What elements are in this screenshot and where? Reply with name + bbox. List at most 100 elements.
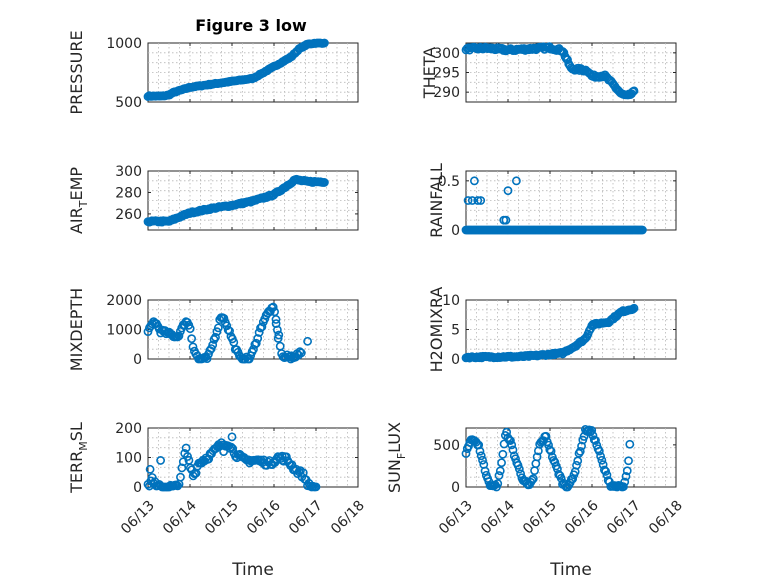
data-point [620,477,630,487]
data-point [558,47,568,56]
data-point [494,471,504,480]
data-point [493,479,503,488]
x-tick-label: 06/16 [244,498,284,538]
data-point [545,445,555,455]
data-point [319,178,329,187]
x-tick-label: 06/14 [478,498,518,538]
data-point [225,326,234,336]
axes-terr-msl: 0 100 200 06/13 06/14 06/15 06/16 06/17 06/18 Tim… [67,421,368,580]
data-point [501,215,511,225]
data-point [271,319,281,328]
figure-title: Figure 3 low [195,16,307,35]
data-point [257,322,267,332]
x-tick-label: 06/13 [436,498,476,538]
y-axis-label-main: PRESSURE [67,30,86,114]
y-axis-label-main: RAINFALL [427,163,446,238]
y-tick-label: 300 [115,164,142,180]
data-point [478,455,487,465]
y-tick-label: 100 [115,451,142,467]
y-tick-label: 0 [133,352,142,368]
y-axis-label: MIXDEPTH [67,288,86,371]
y-axis-label-main: SUN [385,459,404,493]
data-point [156,456,165,465]
data-point [268,302,278,312]
data-point [577,441,586,451]
y-axis-label-main: AIR [67,207,86,234]
x-tick-label: 06/15 [202,498,242,538]
data-point [625,439,635,449]
data-point [277,456,287,465]
data-point [597,455,607,465]
x-tick-label: 06/14 [160,498,200,538]
data-point [296,348,306,358]
data-point [176,472,185,482]
y-tick-label: 500 [433,438,460,454]
data-point [621,471,631,481]
data-point [469,176,479,186]
data-point [273,333,283,343]
data-point [219,447,228,456]
data-point [546,446,556,456]
data-point [185,324,195,334]
x-tick-label: 06/18 [328,498,368,538]
y-tick-label: 0 [451,352,460,368]
y-tick-label: 1000 [106,36,142,52]
data-point [629,86,639,96]
data-point [476,196,486,205]
data-point [274,330,284,340]
data-point [480,466,490,476]
data-point [600,465,609,475]
x-tick-label: 06/16 [562,498,602,538]
data-point [461,449,471,458]
y-tick-label: 10 [442,293,460,309]
y-axis-label: TERRMSL [67,422,90,494]
y-tick-label: 0 [451,223,460,239]
x-tick-label: 06/17 [286,498,326,538]
data-point [463,196,473,205]
data-point [202,354,212,363]
data-point [502,427,512,437]
data-point [174,331,184,341]
data-point [622,466,632,476]
data-point [253,334,263,343]
y-axis-label-tail: EMP [67,167,86,201]
x-axis-label: Time [231,560,274,580]
data-point [572,460,581,470]
y-axis-label-sub: F [395,453,408,459]
data-point [528,474,538,484]
data-point [594,446,604,456]
y-axis-label-main: H2OMIXRA [427,287,446,373]
x-tick-label: 06/13 [118,498,158,538]
data-point [512,176,521,186]
y-axis-label-main: TERR [67,451,86,494]
data-point [498,449,508,459]
y-axis-label: PRESSURE [67,30,86,114]
y-axis-label-main: THETA [420,47,439,99]
y-tick-label: 0 [133,480,142,496]
data-point [507,440,517,450]
data-point [227,432,237,442]
y-tick-label: 0 [451,480,460,496]
data-point [591,436,600,445]
y-axis-label: H2OMIXRA [427,287,446,373]
y-tick-label: 290 [433,85,460,101]
y-tick-label: 295 [433,66,460,82]
data-point [638,225,647,235]
data-point [527,475,537,485]
y-tick-label: 0.5 [438,174,460,190]
y-axis-label-tail: LUX [385,422,404,453]
data-point [181,443,191,453]
data-point [508,445,518,455]
data-point [211,332,220,342]
data-point [514,464,524,474]
data-point [588,431,598,441]
axes-mixdepth: 0 1000 2000 MIXDEPTH [67,288,359,371]
data-point [556,473,566,483]
data-point [596,451,605,461]
y-tick-label: 500 [115,95,142,111]
y-axis-label: RAINFALL [427,163,446,238]
